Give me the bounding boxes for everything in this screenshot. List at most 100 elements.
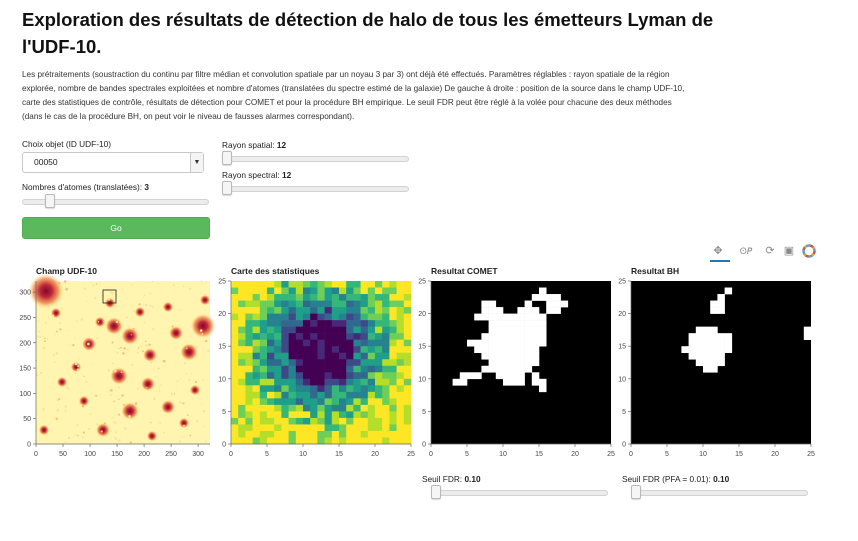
stats-cell — [382, 320, 390, 327]
bokeh-logo-icon[interactable] — [801, 243, 817, 259]
stats-ytick-label: 25 — [218, 279, 226, 286]
stats-cell — [382, 313, 390, 321]
object-select[interactable]: 00050 ▼ — [22, 152, 204, 173]
stats-cell — [324, 326, 333, 334]
field-source — [168, 325, 184, 341]
chevron-down-icon[interactable]: ▼ — [190, 153, 203, 172]
field-speckle — [142, 350, 144, 353]
field-speckle — [49, 303, 51, 306]
bh-cell — [710, 307, 718, 314]
field-speckle — [104, 324, 107, 327]
comet-cell — [495, 326, 504, 334]
stats-cell — [346, 339, 354, 347]
field-speckle — [95, 383, 97, 385]
pan-icon[interactable]: ✥ — [713, 245, 723, 257]
bh-fdr-slider[interactable] — [631, 485, 808, 499]
wheel-zoom-icon[interactable]: ʘ𝘗 — [739, 246, 753, 256]
stats-xtick-label: 25 — [407, 451, 415, 458]
bh-fdr-slider-handle[interactable] — [631, 485, 641, 499]
comet-cell — [488, 346, 497, 354]
stats-cell — [295, 320, 304, 327]
stats-cell — [274, 287, 282, 295]
field-speckle — [55, 333, 57, 336]
stats-cell — [259, 313, 268, 321]
stats-cell — [238, 346, 246, 354]
comet-cell — [531, 326, 540, 334]
stats-cell — [245, 294, 253, 301]
save-icon[interactable]: ▣ — [783, 245, 795, 257]
field-image-plot[interactable]: 0 50 100 150 200 250 300 0 50 100 150 200 250 300 — [19, 273, 216, 458]
comet-result-plot[interactable]: 0 5 10 15 20 25 0 5 10 15 20 25 — [418, 279, 615, 459]
stats-cell — [303, 424, 311, 432]
stats-cell — [288, 287, 297, 295]
stats-cell — [324, 437, 333, 445]
stats-cell — [317, 391, 325, 399]
atoms-slider-track[interactable] — [22, 199, 209, 205]
bh-fdr-slider-track[interactable] — [631, 490, 808, 496]
field-speckle — [43, 347, 46, 350]
field-source — [121, 327, 139, 345]
stats-cell — [238, 326, 246, 334]
spatial-slider[interactable] — [222, 151, 409, 165]
stats-cell — [252, 411, 261, 419]
reset-icon[interactable]: ⟳ — [765, 245, 775, 257]
atoms-slider[interactable] — [22, 194, 209, 208]
field-speckle — [115, 305, 118, 308]
field-speckle — [64, 409, 67, 412]
field-speckle — [104, 326, 106, 328]
field-speckle — [117, 386, 120, 389]
comet-fdr-slider-handle[interactable] — [431, 485, 441, 499]
comet-cell — [524, 326, 533, 334]
stats-cell — [281, 365, 289, 373]
stats-cell — [281, 300, 289, 308]
field-speckle — [182, 424, 186, 428]
field-speckle — [47, 316, 50, 318]
stats-cell — [382, 339, 390, 347]
comet-fdr-slider[interactable] — [431, 485, 608, 499]
field-speckle — [128, 415, 131, 418]
comet-cell — [495, 339, 504, 347]
stats-cell — [353, 326, 361, 334]
spectral-label-row: Rayon spectral: 12 — [222, 170, 291, 180]
stats-heatmap-cells — [231, 281, 412, 445]
field-speckle — [44, 337, 46, 340]
spectral-slider-handle[interactable] — [222, 181, 232, 195]
field-speckle — [58, 316, 61, 319]
stats-cell — [403, 398, 412, 406]
stats-cell — [360, 294, 369, 301]
stats-cell — [281, 346, 289, 354]
bh-cell — [710, 333, 718, 340]
stats-cell — [259, 281, 268, 288]
stats-cell — [238, 378, 246, 386]
field-speckle — [110, 430, 112, 432]
stats-cell — [317, 294, 325, 301]
stats-heatmap-plot[interactable]: 0 5 10 15 20 25 0 5 10 15 20 25 — [218, 279, 415, 459]
comet-fdr-slider-track[interactable] — [431, 490, 608, 496]
bh-cell — [703, 359, 711, 367]
stats-cell — [310, 281, 318, 288]
stats-cell — [324, 339, 333, 347]
stats-cell — [375, 313, 383, 321]
stats-cell — [259, 424, 268, 432]
stats-cell — [353, 378, 361, 386]
atoms-slider-handle[interactable] — [45, 194, 55, 208]
comet-cell — [495, 359, 504, 367]
stats-cell — [303, 359, 311, 367]
bh-cell — [803, 326, 812, 334]
comet-ytick-label: 15 — [418, 344, 426, 351]
field-speckle — [144, 344, 148, 347]
field-speckle — [118, 398, 120, 400]
field-speckle — [44, 321, 47, 324]
comet-cell — [524, 339, 533, 347]
stats-cell — [295, 417, 304, 425]
field-speckle — [38, 330, 41, 333]
comet-cell — [488, 300, 497, 308]
stats-cell — [324, 313, 333, 321]
go-button[interactable]: Go — [22, 217, 210, 239]
stats-cell — [310, 378, 318, 386]
bh-xtick-label: 5 — [665, 451, 669, 458]
spatial-slider-handle[interactable] — [222, 151, 232, 165]
stats-cell — [295, 372, 304, 380]
spectral-slider[interactable] — [222, 181, 409, 195]
bh-result-plot[interactable]: 0 5 10 15 20 25 0 5 10 15 20 25 — [618, 279, 815, 459]
